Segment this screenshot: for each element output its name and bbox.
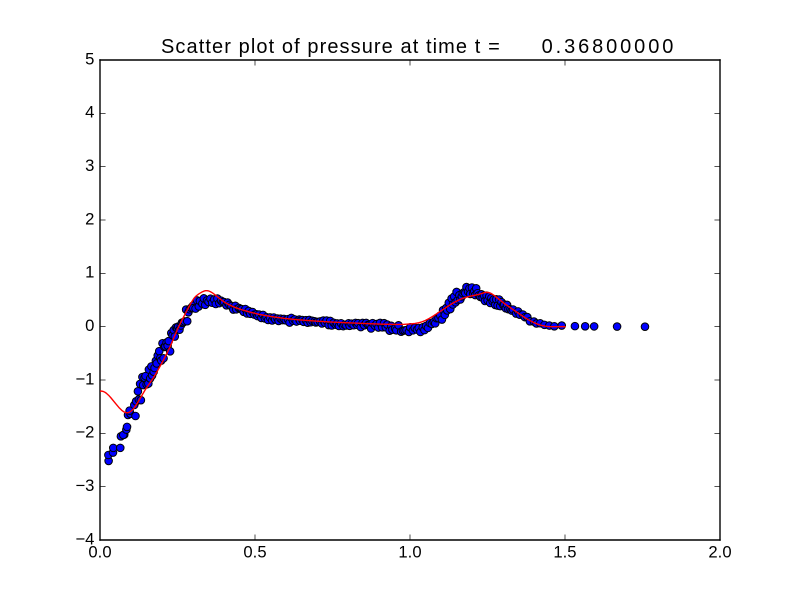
svg-text:3: 3 — [85, 156, 94, 175]
svg-text:−4: −4 — [75, 529, 94, 548]
svg-text:1: 1 — [85, 263, 94, 282]
svg-text:1.0: 1.0 — [398, 543, 421, 562]
svg-text:4: 4 — [85, 103, 94, 122]
svg-text:0.0: 0.0 — [88, 543, 111, 562]
svg-text:1.5: 1.5 — [553, 543, 576, 562]
svg-text:−3: −3 — [75, 476, 94, 495]
svg-text:0.36800000: 0.36800000 — [542, 36, 674, 58]
svg-text:Scatter plot of pressure at ti: Scatter plot of pressure at time t = — [161, 36, 500, 58]
svg-text:5: 5 — [85, 49, 94, 68]
svg-text:0.5: 0.5 — [243, 543, 266, 562]
svg-text:−2: −2 — [75, 423, 94, 442]
svg-text:2: 2 — [85, 209, 94, 228]
svg-text:2.0: 2.0 — [708, 543, 731, 562]
svg-text:0: 0 — [85, 316, 94, 335]
svg-text:−1: −1 — [75, 369, 94, 388]
